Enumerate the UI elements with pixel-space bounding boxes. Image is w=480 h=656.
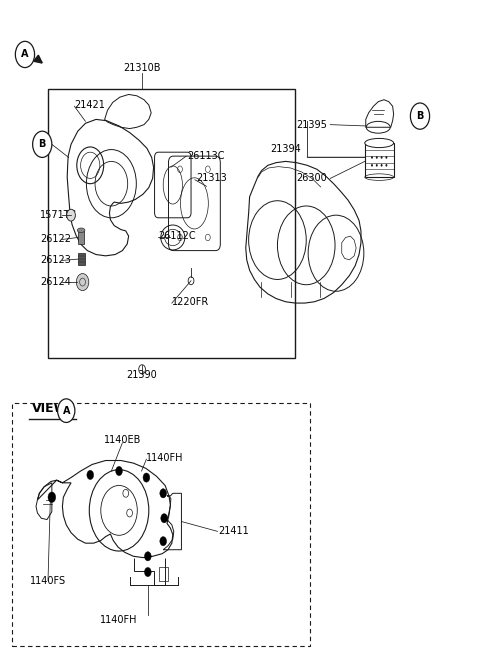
Text: 21313: 21313 bbox=[196, 173, 227, 184]
Circle shape bbox=[116, 466, 122, 476]
Circle shape bbox=[385, 156, 387, 159]
Circle shape bbox=[58, 399, 75, 422]
Text: 21390: 21390 bbox=[127, 370, 157, 380]
Circle shape bbox=[376, 164, 378, 167]
Ellipse shape bbox=[365, 138, 394, 148]
Circle shape bbox=[381, 156, 383, 159]
Text: 1571TC: 1571TC bbox=[40, 210, 77, 220]
Text: 21421: 21421 bbox=[74, 100, 105, 110]
Text: 26122: 26122 bbox=[40, 234, 71, 245]
Circle shape bbox=[160, 537, 167, 546]
Circle shape bbox=[161, 514, 168, 523]
Text: 21394: 21394 bbox=[271, 144, 301, 154]
Text: B: B bbox=[416, 111, 424, 121]
Text: 26300: 26300 bbox=[297, 173, 327, 184]
Text: 1140FH: 1140FH bbox=[146, 453, 184, 463]
Text: 26112C: 26112C bbox=[158, 231, 196, 241]
Circle shape bbox=[48, 492, 56, 502]
Text: 26123: 26123 bbox=[40, 255, 71, 266]
Text: 26124: 26124 bbox=[40, 277, 71, 287]
Text: A: A bbox=[21, 49, 29, 60]
Bar bbox=[48, 89, 295, 358]
Circle shape bbox=[143, 473, 150, 482]
Circle shape bbox=[67, 209, 75, 221]
Text: 1140FS: 1140FS bbox=[30, 575, 66, 586]
Circle shape bbox=[410, 103, 430, 129]
Text: A: A bbox=[62, 405, 70, 416]
Circle shape bbox=[160, 489, 167, 498]
Text: B: B bbox=[38, 139, 46, 150]
Circle shape bbox=[127, 509, 132, 517]
Bar bbox=[365, 143, 394, 177]
Circle shape bbox=[381, 164, 383, 167]
Bar bbox=[12, 403, 310, 646]
Ellipse shape bbox=[77, 228, 85, 232]
Bar bbox=[78, 253, 85, 265]
Circle shape bbox=[123, 489, 129, 497]
Text: 21411: 21411 bbox=[218, 526, 249, 537]
Text: VIEW: VIEW bbox=[32, 402, 68, 415]
Circle shape bbox=[15, 41, 35, 68]
Circle shape bbox=[371, 164, 373, 167]
Circle shape bbox=[371, 156, 373, 159]
Text: 1220FR: 1220FR bbox=[172, 297, 209, 307]
Text: 1140FH: 1140FH bbox=[100, 615, 138, 625]
Circle shape bbox=[87, 470, 94, 480]
Bar bbox=[159, 567, 168, 581]
Circle shape bbox=[76, 274, 89, 291]
Circle shape bbox=[144, 552, 151, 561]
Text: 1140EB: 1140EB bbox=[104, 434, 141, 445]
Text: 21310B: 21310B bbox=[123, 63, 160, 73]
Bar bbox=[78, 231, 84, 244]
Circle shape bbox=[376, 156, 378, 159]
Circle shape bbox=[144, 567, 151, 577]
Circle shape bbox=[385, 164, 387, 167]
Circle shape bbox=[33, 131, 52, 157]
Text: 26113C: 26113C bbox=[187, 151, 225, 161]
Text: 21395: 21395 bbox=[297, 119, 327, 130]
